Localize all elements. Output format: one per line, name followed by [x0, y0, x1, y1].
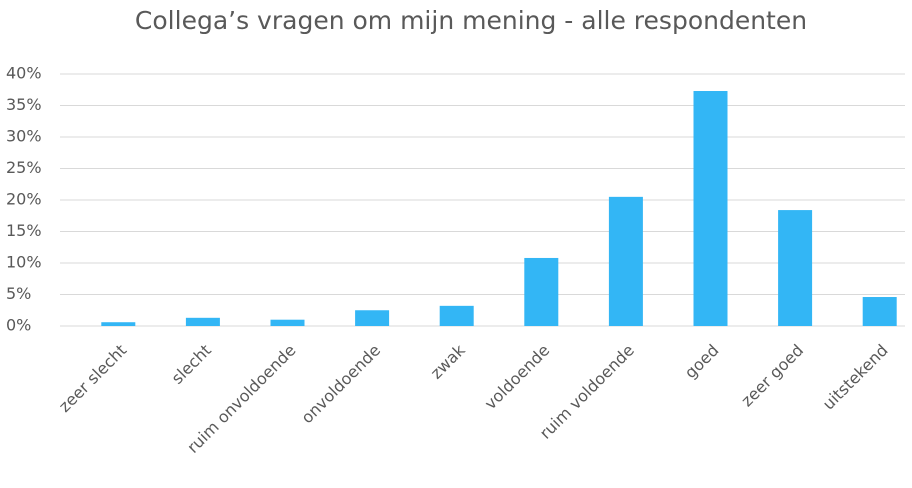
bar [862, 297, 897, 326]
y-tick-label: 40% [6, 64, 42, 83]
bar [355, 310, 390, 326]
bar [185, 317, 220, 326]
y-tick-label: 20% [6, 190, 42, 209]
x-tick-label: zeer goed [737, 341, 807, 411]
x-tick-label: voldoende [481, 341, 554, 414]
bar [778, 210, 813, 326]
y-tick-label: 0% [6, 316, 31, 335]
bar [439, 305, 474, 326]
chart-title: Collega’s vragen om mijn mening - alle r… [135, 6, 807, 35]
bar [101, 322, 136, 326]
x-tick-label: uitstekend [819, 341, 892, 414]
x-tick-label: slecht [168, 341, 215, 388]
y-tick-label: 5% [6, 284, 31, 303]
y-tick-label: 25% [6, 158, 42, 177]
bar [270, 319, 305, 326]
bar [693, 91, 728, 326]
y-tick-label: 35% [6, 95, 42, 114]
bar [524, 257, 559, 326]
x-tick-label: zeer slecht [55, 341, 130, 416]
y-tick-label: 30% [6, 127, 42, 146]
x-tick-label: onvoldoende [297, 341, 384, 428]
y-tick-label: 10% [6, 253, 42, 272]
y-tick-label: 15% [6, 221, 42, 240]
x-tick-label: goed [681, 341, 723, 383]
x-tick-label: zwak [427, 340, 470, 383]
bar [608, 196, 643, 326]
